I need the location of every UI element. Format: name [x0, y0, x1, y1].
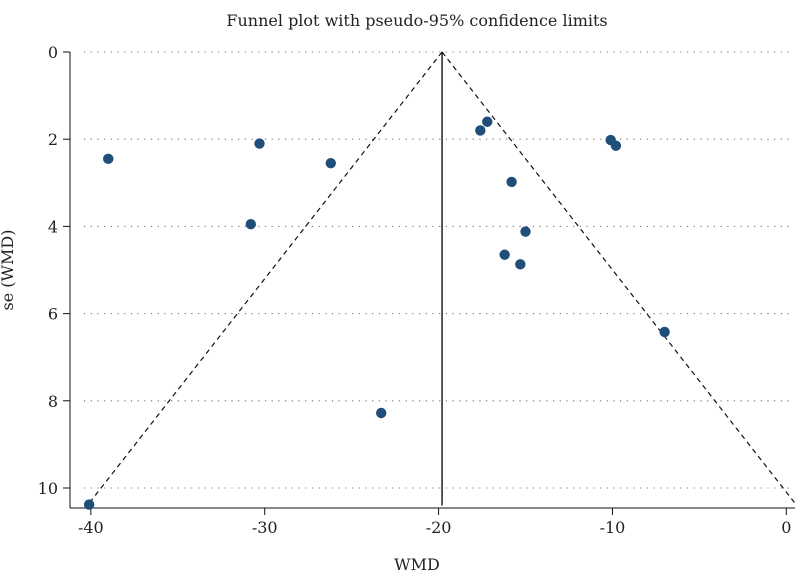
ci-line-lower — [86, 51, 443, 506]
chart-title: Funnel plot with pseudo-95% confidence l… — [226, 11, 607, 30]
data-point — [506, 176, 517, 188]
data-point — [376, 407, 387, 419]
data-point — [103, 153, 114, 165]
x-tick-label: -40 — [78, 518, 104, 537]
x-tick-label: -30 — [252, 518, 278, 537]
y-tick-label: 0 — [48, 43, 58, 62]
y-tick-label: 6 — [48, 305, 58, 324]
data-points — [83, 116, 670, 510]
data-point — [245, 219, 257, 230]
y-tick-label: 2 — [48, 130, 58, 149]
x-axis-title: WMD — [394, 555, 440, 574]
y-tick-label: 4 — [48, 217, 58, 236]
data-point — [515, 259, 526, 270]
data-point — [325, 157, 336, 169]
x-tick-label: -10 — [600, 518, 626, 537]
data-point — [659, 326, 670, 338]
grid — [84, 51, 793, 489]
data-point — [610, 140, 622, 151]
axes: 0 2 4 6 8 10 -40 -30 -20 -10 0 — [38, 43, 795, 537]
x-tick-label: 0 — [781, 518, 791, 537]
x-tick-label: -20 — [426, 518, 452, 537]
data-point — [254, 138, 265, 149]
data-point — [520, 226, 531, 237]
y-tick-label: 10 — [38, 479, 58, 498]
confidence-limits — [86, 51, 796, 506]
data-point — [482, 116, 493, 127]
y-axis-title: se (WMD) — [0, 230, 17, 311]
data-point — [499, 249, 510, 260]
data-point — [475, 125, 486, 136]
data-point — [83, 499, 95, 510]
y-tick-label: 8 — [48, 392, 58, 411]
ci-line-upper — [441, 51, 796, 506]
